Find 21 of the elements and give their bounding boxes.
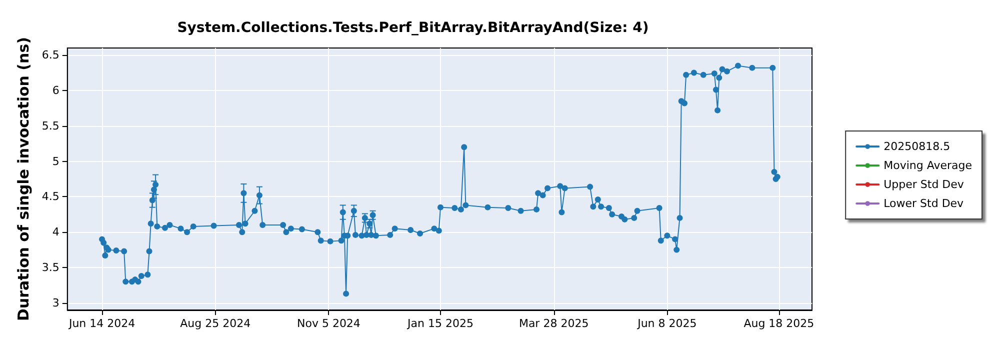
y-tick-label: 5.5 <box>42 119 60 132</box>
x-tick-label: Aug 18 2025 <box>744 317 814 330</box>
legend-label: 20250818.5 <box>884 140 950 153</box>
legend-label: Lower Std Dev <box>884 197 964 210</box>
x-tick-label: Mar 28 2025 <box>518 317 589 330</box>
y-tick-label: 3.5 <box>42 261 60 274</box>
x-tick-label: Jan 15 2025 <box>406 317 474 330</box>
x-tick-label: Nov 5 2024 <box>296 317 360 330</box>
y-axis-title: Duration of single invocation (ns) <box>14 37 32 321</box>
y-tick-label: 4 <box>52 226 60 239</box>
y-tick-label: 6 <box>52 84 60 97</box>
chart-title: System.Collections.Tests.Perf_BitArray.BitArrayAnd(Size: 4) <box>177 20 649 36</box>
x-tick-label: Jun 14 2024 <box>68 317 136 330</box>
y-tick-label: 5 <box>52 154 60 168</box>
x-tick-label: Aug 25 2024 <box>180 317 251 330</box>
x-tick-label: Jun 8 2025 <box>636 317 697 330</box>
legend-label: Upper Std Dev <box>884 178 964 191</box>
legend-label: Moving Average <box>884 159 972 172</box>
y-tick-label: 3 <box>52 296 60 310</box>
y-tick-label: 4.5 <box>42 190 60 204</box>
y-tick-label: 6.5 <box>42 48 60 62</box>
